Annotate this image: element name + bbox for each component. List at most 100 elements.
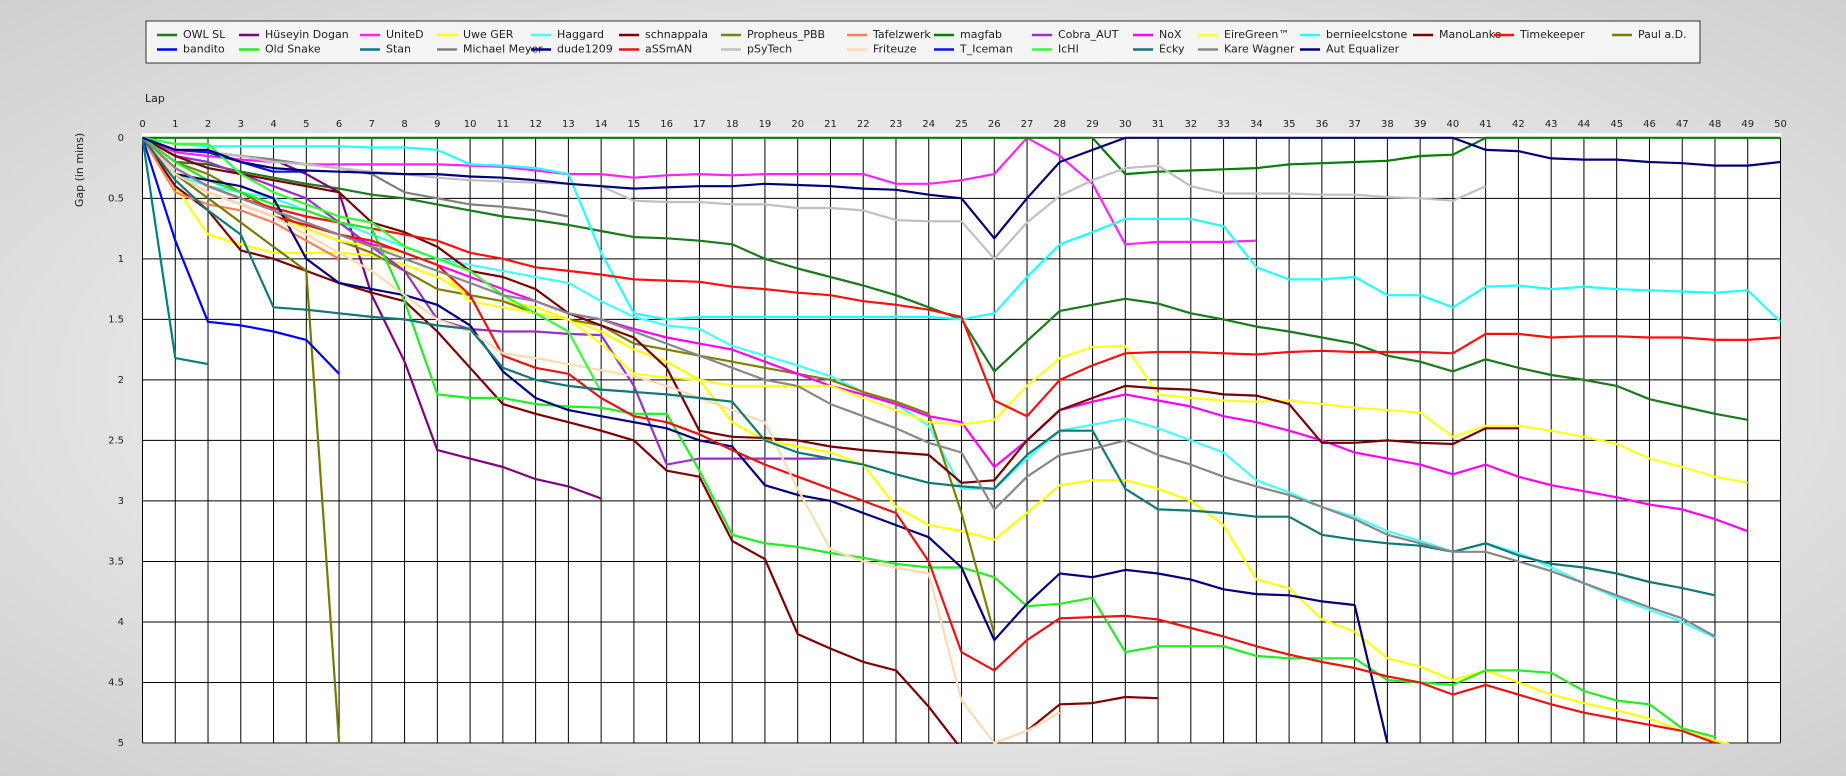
series-line (142, 136, 1487, 260)
x-tick-label: 30 (1119, 119, 1132, 130)
x-axis-label: Lap (145, 92, 165, 105)
y-tick-label: 0.5 (108, 193, 124, 204)
x-tick-label: 5 (303, 119, 309, 130)
x-tick-label: 26 (988, 119, 1001, 130)
series-line (142, 137, 340, 375)
x-tick-label: 33 (1217, 119, 1230, 130)
x-tick-label: 44 (1578, 119, 1591, 130)
x-tick-label: 21 (824, 119, 837, 130)
series-line (142, 136, 1716, 738)
legend-label: Old Snake (265, 43, 321, 56)
series-line (142, 137, 209, 366)
x-tick-label: 46 (1643, 119, 1656, 130)
x-tick-label: 2 (205, 119, 211, 130)
x-tick-label: 43 (1545, 119, 1558, 130)
legend-label: Timekeeper (1519, 28, 1585, 41)
legend-label: bernieelcstone (1326, 28, 1407, 41)
legend-label: OWL SL (183, 28, 226, 41)
legend-label: EireGreen™ (1224, 28, 1289, 41)
x-tick-label: 18 (726, 119, 739, 130)
legend-label: Aut Equalizer (1326, 43, 1400, 56)
series-line (142, 137, 1389, 744)
x-tick-label: 50 (1774, 119, 1787, 130)
x-tick-label: 36 (1315, 119, 1328, 130)
series-line (142, 137, 1061, 744)
x-tick-label: 24 (922, 119, 935, 130)
legend-label: Hüseyin Dogan (265, 28, 349, 41)
legend-label: Kare Wagner (1224, 43, 1295, 56)
legend-label: dude1209 (557, 43, 613, 56)
x-tick-label: 34 (1250, 119, 1263, 130)
series-line (142, 136, 1257, 246)
x-tick-label: 35 (1283, 119, 1296, 130)
x-tick-label: 10 (464, 119, 477, 130)
legend-label: Michael Meyer (463, 43, 543, 56)
legend-label: IcHI (1058, 43, 1079, 56)
x-tick-label: 12 (529, 119, 542, 130)
series-line (142, 136, 1781, 418)
legend-label: ManoLanko (1439, 28, 1502, 41)
legend-label: Friteuze (873, 43, 917, 56)
x-tick-label: 37 (1348, 119, 1361, 130)
y-tick-label: 2 (118, 375, 124, 386)
x-tick-label: 20 (791, 119, 804, 130)
x-tick-label: 32 (1184, 119, 1197, 130)
x-tick-label: 4 (270, 119, 276, 130)
y-tick-label: 1 (118, 254, 124, 265)
legend-label: Cobra_AUT (1058, 28, 1119, 41)
y-tick-label: 3.5 (108, 556, 124, 567)
x-tick-label: 1 (172, 119, 178, 130)
legend-label: Ecky (1159, 43, 1185, 56)
x-tick-label: 49 (1741, 119, 1754, 130)
x-tick-label: 3 (238, 119, 244, 130)
x-tick-label: 38 (1381, 119, 1394, 130)
legend-label: magfab (960, 28, 1002, 41)
x-tick-label: 9 (434, 119, 440, 130)
x-tick-label: 6 (336, 119, 342, 130)
x-tick-label: 8 (401, 119, 407, 130)
x-tick-label: 14 (595, 119, 608, 130)
x-tick-label: 47 (1676, 119, 1689, 130)
x-tick-label: 13 (562, 119, 575, 130)
series-line (142, 136, 1781, 240)
y-axis-label: Gap (in mins) (73, 133, 86, 207)
legend-label: bandito (183, 43, 225, 56)
x-tick-label: 7 (369, 119, 375, 130)
y-tick-label: 4.5 (108, 677, 124, 688)
y-tick-label: 0 (118, 133, 124, 144)
legend-label: Haggard (557, 28, 604, 41)
x-tick-label: 17 (693, 119, 706, 130)
x-tick-label: 22 (857, 119, 870, 130)
legend-label: aSSmAN (645, 43, 692, 56)
y-tick-label: 3 (118, 496, 124, 507)
series-line (142, 136, 1716, 638)
y-tick-label: 1.5 (108, 314, 124, 325)
x-tick-label: 31 (1152, 119, 1165, 130)
legend-label: UniteD (386, 28, 424, 41)
x-tick-label: 15 (628, 119, 641, 130)
legend-label: NoX (1159, 28, 1182, 41)
x-tick-label: 27 (1021, 119, 1034, 130)
x-tick-label: 0 (139, 119, 145, 130)
series-line (142, 137, 1716, 744)
legend-label: Uwe GER (463, 28, 514, 41)
x-tick-label: 40 (1447, 119, 1460, 130)
legend-label: pSyTech (747, 43, 792, 56)
legend-label: T_Iceman (959, 43, 1013, 56)
series-line (142, 136, 831, 466)
legend-label: schnappala (645, 28, 708, 41)
series-line (142, 137, 1159, 744)
x-tick-label: 42 (1512, 119, 1525, 130)
x-tick-label: 23 (890, 119, 903, 130)
x-tick-label: 28 (1053, 119, 1066, 130)
legend-box (145, 20, 1701, 64)
legend-label: Propheus_PBB (747, 28, 825, 41)
x-tick-label: 45 (1610, 119, 1623, 130)
y-tick-label: 5 (118, 738, 124, 749)
x-tick-label: 48 (1709, 119, 1722, 130)
x-tick-label: 19 (759, 119, 772, 130)
y-tick-label: 2.5 (108, 435, 124, 446)
x-tick-label: 16 (660, 119, 673, 130)
